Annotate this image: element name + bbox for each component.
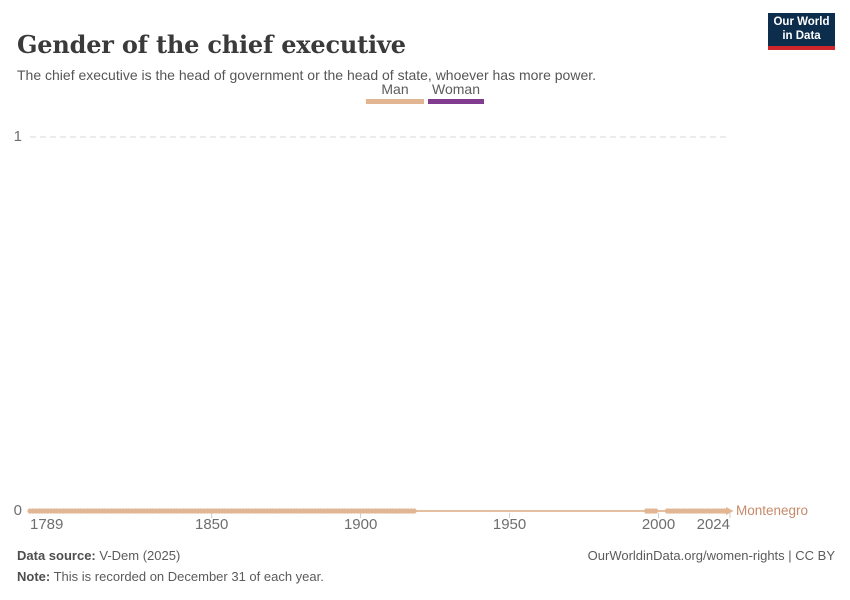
y-axis-label: 0 [13,502,22,519]
x-axis-label: 1789 [30,516,64,533]
entity-series-label: Montenegro [736,503,809,518]
footer-note-value: This is recorded on December 31 of each … [53,569,324,584]
footer-note-label: Note: [17,569,51,584]
series-end-arrow [726,507,734,515]
legend-label-woman: Woman [432,81,480,97]
owid-logo-line2: in Data [782,29,821,42]
chart-subtitle: The chief executive is the head of gover… [17,67,597,83]
footer-note: Note: This is recorded on December 31 of… [17,569,324,584]
x-axis-label: 2000 [641,516,676,533]
footer-source: Data source: V-Dem (2025) [17,548,180,563]
legend-swatch-man [366,99,424,104]
footer-source-label: Data source: [17,548,96,563]
legend-swatch-woman [428,99,484,104]
y-axis-label: 1 [13,128,22,145]
x-axis-label: 2024 [696,516,730,533]
legend-label-man: Man [381,81,409,97]
owid-logo-line1: Our World [773,15,830,28]
x-axis-label: 1850 [195,516,229,533]
x-axis-label: 1950 [492,516,527,533]
page-title: Gender of the chief executive [17,30,406,60]
legend-item-woman: Woman [428,81,484,104]
chart-legend: Man Woman [0,81,850,104]
footer-source-value: V-Dem (2025) [99,548,181,563]
legend-item-man: Man [366,81,424,104]
owid-logo[interactable]: Our World in Data [768,13,835,50]
x-axis-label: 1900 [343,516,378,533]
footer-citation-link[interactable]: OurWorldinData.org/women-rights | CC BY [587,548,835,563]
